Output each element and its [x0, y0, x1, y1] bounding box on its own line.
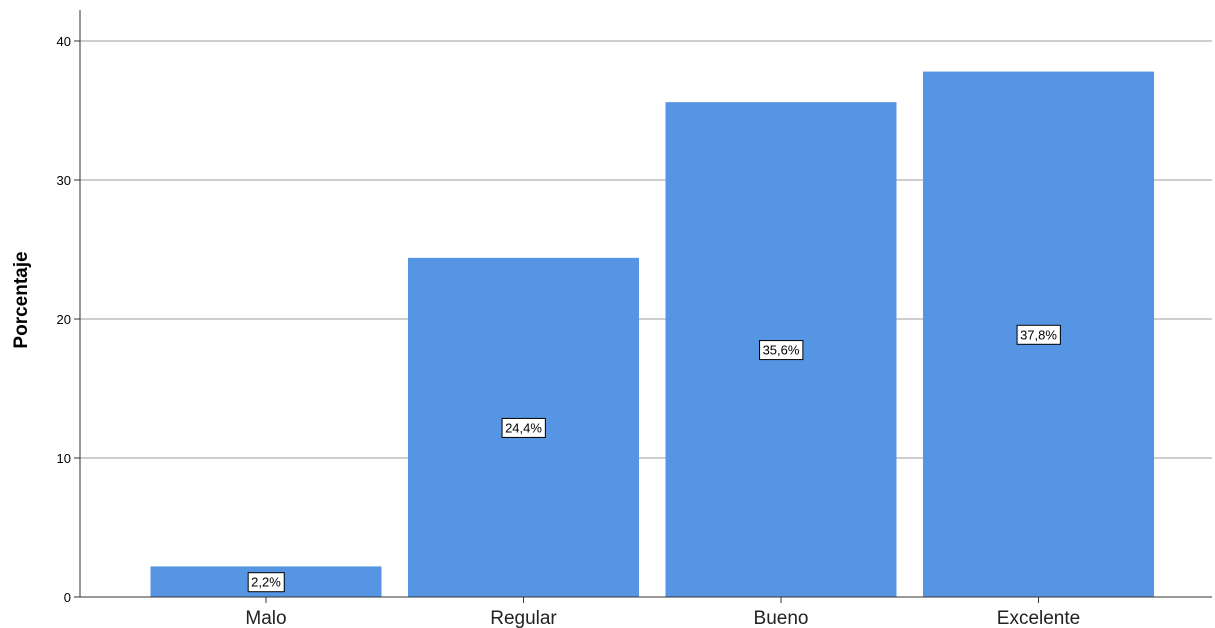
y-tick-label: 0 [64, 590, 71, 605]
data-label-text: 24,4% [505, 420, 542, 435]
x-category-label: Malo [245, 608, 286, 628]
data-label-regular: 24,4% [501, 417, 546, 438]
data-label-text: 2,2% [251, 575, 281, 590]
data-label-text: 35,6% [763, 343, 800, 358]
data-label-box [1016, 324, 1061, 345]
data-label-excelente: 37,8% [1016, 324, 1061, 345]
bars [150, 71, 1154, 597]
x-category-label: Regular [490, 608, 557, 628]
y-tick-label: 20 [57, 312, 71, 327]
data-label-text: 37,8% [1020, 327, 1057, 342]
x-category-label: Bueno [754, 608, 809, 628]
y-axis-label: Porcentaje [11, 251, 32, 348]
x-category-label: Excelente [997, 608, 1080, 628]
x-categories: Malo Regular Bueno Excelente [245, 597, 1080, 628]
data-label-box [247, 572, 285, 593]
data-label-box [759, 340, 804, 361]
data-labels: 2,2% 24,4% 35,6% 37,8% [247, 324, 1061, 593]
y-tick-label: 40 [57, 34, 71, 49]
y-tick-label: 30 [57, 173, 71, 188]
data-label-bueno: 35,6% [759, 340, 804, 361]
data-label-malo: 2,2% [247, 572, 285, 593]
y-tick-label: 10 [57, 451, 71, 466]
data-label-box [501, 417, 546, 438]
axes [79, 10, 1212, 598]
y-ticks: 0 10 20 30 40 [57, 34, 80, 605]
